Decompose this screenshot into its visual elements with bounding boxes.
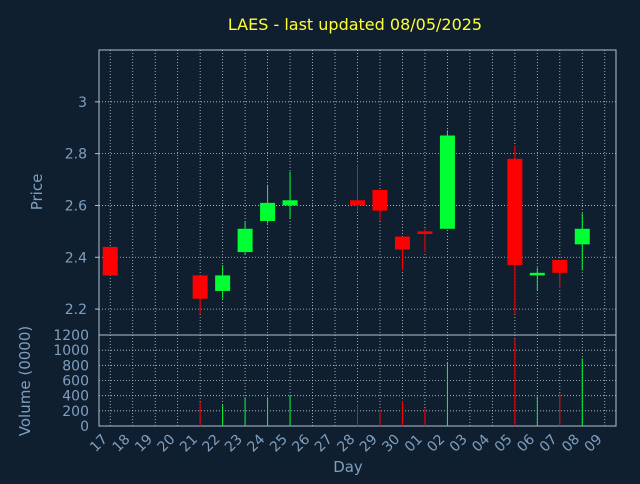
- candle-body: [350, 200, 365, 206]
- chart-title: LAES - last updated 08/05/2025: [228, 15, 482, 34]
- volume-tick-label: 1200: [53, 328, 89, 344]
- volume-axis-label: Volume (0000): [16, 326, 34, 436]
- candle-body: [282, 200, 298, 206]
- price-tick-label: 2.8: [65, 147, 87, 163]
- price-tick-label: 3: [78, 95, 87, 111]
- volume-tick-label: 200: [62, 404, 89, 420]
- y-axis-label: Price: [28, 174, 46, 211]
- x-axis-label: Day: [333, 458, 363, 476]
- candle-body: [215, 275, 231, 291]
- candle-body: [552, 259, 568, 273]
- candle-body: [439, 135, 455, 229]
- candle-body: [574, 228, 590, 245]
- x-axis: 1718192021222324252627282930010203040506…: [87, 431, 605, 455]
- candle-body: [529, 272, 545, 276]
- price-tick-label: 2.6: [65, 198, 87, 214]
- volume-tick-label: 400: [62, 389, 89, 405]
- candle-body: [237, 228, 253, 253]
- volume-tick-label: 0: [80, 419, 89, 435]
- volume-tick-label: 800: [62, 358, 89, 374]
- candle-body: [192, 275, 208, 299]
- volume-tick-label: 1000: [53, 343, 89, 359]
- candle-body: [417, 231, 433, 234]
- candle-body: [260, 202, 276, 221]
- price-panel: 2.2 2.4 2.6 2.8 3: [65, 49, 617, 336]
- price-tick-label: 2.4: [65, 250, 87, 266]
- candle-body: [102, 246, 118, 276]
- candles-group: [102, 130, 590, 315]
- price-tick-label: 2.2: [65, 302, 87, 318]
- candle-body: [372, 189, 388, 211]
- candle-body: [507, 158, 523, 266]
- volume-tick-label: 600: [62, 374, 89, 390]
- candle-body: [394, 236, 410, 250]
